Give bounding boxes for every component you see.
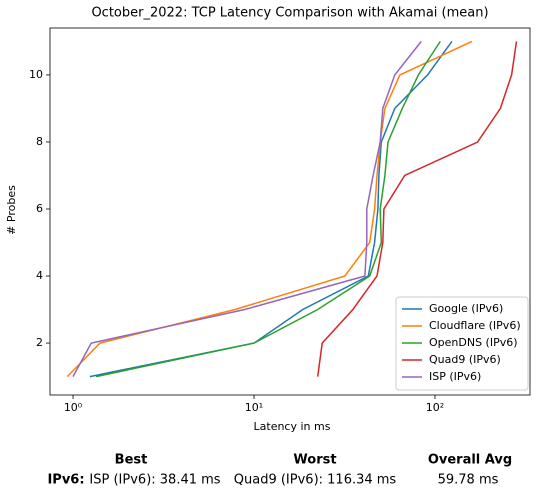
y-tick-label: 8 [36, 135, 43, 148]
summary-header: Overall Avg [428, 453, 512, 468]
legend-label: Google (IPv6) [429, 302, 503, 315]
legend-label: OpenDNS (IPv6) [429, 336, 518, 349]
x-axis-label: Latency in ms [254, 420, 331, 433]
summary-header: Best [115, 453, 148, 468]
plot-frame [49, 27, 531, 396]
y-tick-label: 4 [36, 269, 43, 282]
summary-header: Worst [293, 453, 336, 468]
series-line [89, 40, 453, 378]
series-line [95, 40, 441, 378]
summary-row-label: IPv6: [47, 473, 84, 488]
summary-cell: ISP (IPv6): 38.41 ms [89, 473, 220, 488]
summary-cell: Quad9 (IPv6): 116.34 ms [234, 473, 397, 488]
y-tick-label: 6 [36, 202, 43, 215]
legend-label: ISP (IPv6) [429, 370, 481, 383]
x-tick-label: 10¹ [245, 401, 263, 414]
series-line [72, 40, 422, 377]
summary-cell: 59.78 ms [438, 473, 499, 488]
chart-title: October_2022: TCP Latency Comparison wit… [91, 6, 488, 21]
legend-label: Quad9 (IPv6) [429, 353, 501, 366]
x-tick-label: 10² [426, 401, 444, 414]
series-line [66, 40, 473, 378]
legend-label: Cloudflare (IPv6) [429, 319, 521, 332]
series-line [316, 41, 518, 377]
y-tick-label: 2 [36, 336, 43, 349]
y-axis-label: # Probes [5, 185, 18, 235]
x-tick-label: 10⁰ [64, 401, 83, 414]
legend-box [395, 296, 529, 391]
y-tick-label: 10 [29, 68, 43, 81]
